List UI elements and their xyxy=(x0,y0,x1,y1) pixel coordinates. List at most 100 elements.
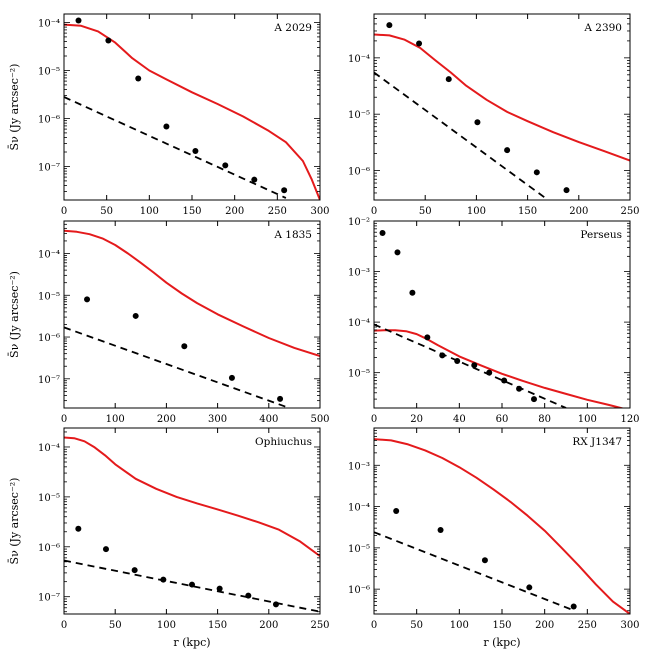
y-tick-label: 10⁻⁵ xyxy=(348,544,370,555)
data-point xyxy=(105,37,112,44)
y-tick-label: 10⁻⁶ xyxy=(348,585,370,596)
y-tick-label: 10⁻⁶ xyxy=(38,543,60,554)
dashed-line xyxy=(374,71,549,200)
x-tick-label: 50 xyxy=(410,620,423,631)
chart-panel-5: 0 50 100 150 200 250 10⁻⁷ 10⁻⁶ 10⁻⁵ 10⁻⁴ Ophiuchus… xyxy=(8,427,330,649)
y-axis-label: S̄ν (Jy arcsec⁻²) xyxy=(8,478,21,565)
x-tick-label: 250 xyxy=(268,206,287,217)
data-point xyxy=(516,385,523,392)
data-point xyxy=(386,22,393,29)
data-point xyxy=(416,40,423,47)
model-line xyxy=(374,438,630,614)
x-tick-label: 50 xyxy=(419,206,432,217)
data-point xyxy=(222,162,229,169)
data-point xyxy=(277,395,284,402)
data-point xyxy=(75,17,82,24)
axes-frame xyxy=(63,13,321,201)
data-point xyxy=(526,584,533,591)
x-tick-label: 150 xyxy=(492,620,511,631)
panel-title: Perseus xyxy=(580,229,622,241)
y-tick-label: 10⁻⁶ xyxy=(38,333,60,344)
y-tick-label: 10⁻⁶ xyxy=(348,167,370,178)
x-tick-label: 200 xyxy=(535,620,554,631)
data-point xyxy=(135,75,142,82)
dashed-line xyxy=(374,531,575,612)
data-point xyxy=(471,362,478,369)
data-point xyxy=(84,296,91,303)
panel-title: A 2029 xyxy=(273,22,312,34)
panel-title: Ophiuchus xyxy=(255,436,312,448)
y-tick-label: 10⁻⁴ xyxy=(348,54,370,65)
data-point xyxy=(272,601,279,608)
y-tick-label: 10⁻⁵ xyxy=(38,66,60,77)
y-tick-label: 10⁻⁶ xyxy=(38,114,60,125)
data-point xyxy=(228,374,235,381)
x-tick-label: 40 xyxy=(453,414,466,425)
y-tick-label: 10⁻⁷ xyxy=(38,162,60,173)
x-tick-label: 0 xyxy=(61,620,67,631)
x-tick-label: 150 xyxy=(208,620,227,631)
data-point xyxy=(474,119,481,126)
x-tick-label: 0 xyxy=(371,414,377,425)
x-tick-label: 150 xyxy=(182,206,201,217)
plot-area xyxy=(64,229,320,408)
data-point xyxy=(486,369,493,376)
y-tick-label: 10⁻³ xyxy=(348,461,370,472)
x-tick-label: 60 xyxy=(496,414,509,425)
chart-panel-3: 0 100 200 300 400 500 10⁻⁷ 10⁻⁶ 10⁻⁵ 10⁻⁴ A 1835 S̄… xyxy=(8,220,330,425)
data-point xyxy=(504,147,511,154)
plot-area xyxy=(64,17,320,200)
data-point xyxy=(445,76,452,83)
x-tick-label: 80 xyxy=(538,414,551,425)
data-point xyxy=(160,576,167,583)
y-tick-label: 10⁻⁴ xyxy=(38,18,60,29)
x-tick-label: 200 xyxy=(569,206,588,217)
x-tick-label: 250 xyxy=(620,206,639,217)
model-line xyxy=(64,436,320,557)
plot-area xyxy=(374,438,630,614)
data-point xyxy=(189,581,195,588)
x-tick-label: 0 xyxy=(371,206,377,217)
x-tick-label: 0 xyxy=(61,414,67,425)
model-line xyxy=(374,33,630,162)
data-point xyxy=(75,525,82,532)
y-tick-label: 10⁻⁷ xyxy=(38,375,60,386)
chart-panel-2: 0 50 100 150 200 250 10⁻⁶ 10⁻⁵ 10⁻⁴ A 2390 xyxy=(348,13,640,217)
chart-panel-6: 0 50 100 150 200 250 300 10⁻⁶ 10⁻⁵ 10⁻⁴ 10⁻³ RX J13… xyxy=(348,427,640,649)
y-tick-label: 10⁻⁵ xyxy=(38,493,60,504)
x-tick-label: 200 xyxy=(157,414,176,425)
dashed-line xyxy=(374,323,567,408)
y-axis-label: S̄ν (Jy arcsec⁻²) xyxy=(8,271,21,358)
data-point xyxy=(281,187,288,194)
model-line xyxy=(374,329,625,408)
y-tick-label: 10⁻⁵ xyxy=(348,110,370,121)
data-point xyxy=(131,567,138,574)
x-tick-label: 300 xyxy=(620,620,639,631)
dashed-line xyxy=(64,96,287,199)
data-point xyxy=(216,585,223,592)
axes-frame xyxy=(373,427,631,615)
x-axis-label: r (kpc) xyxy=(483,636,520,649)
y-tick-label: 10⁻⁴ xyxy=(348,503,370,514)
x-axis-label: r (kpc) xyxy=(173,636,210,649)
x-tick-label: 100 xyxy=(157,620,176,631)
x-tick-label: 20 xyxy=(410,414,423,425)
y-tick-label: 10⁻⁵ xyxy=(38,291,60,302)
x-tick-label: 50 xyxy=(100,206,113,217)
data-point xyxy=(454,358,461,365)
x-tick-label: 100 xyxy=(578,414,597,425)
x-tick-label: 150 xyxy=(518,206,537,217)
x-tick-label: 0 xyxy=(371,620,377,631)
data-point xyxy=(102,546,109,553)
x-tick-label: 200 xyxy=(225,206,244,217)
data-point xyxy=(439,352,446,359)
x-tick-label: 300 xyxy=(310,206,329,217)
data-point xyxy=(132,312,139,319)
x-tick-label: 100 xyxy=(106,414,125,425)
axes-frame xyxy=(373,13,631,201)
x-tick-label: 100 xyxy=(467,206,486,217)
chart-panel-4: 0 20 40 60 80 100 120 10⁻⁵ 10⁻⁴ 10⁻³ 10⁻² Perseus xyxy=(348,217,640,425)
x-tick-label: 250 xyxy=(578,620,597,631)
x-tick-label: 400 xyxy=(259,414,278,425)
